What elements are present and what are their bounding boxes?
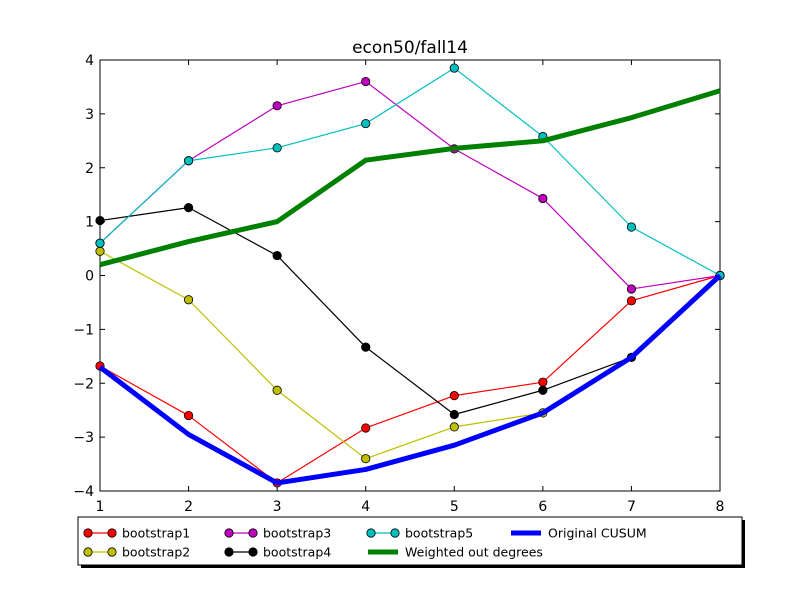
legend-marker	[366, 528, 376, 538]
series-line	[99, 80, 721, 290]
y-tick-label: 3	[85, 107, 94, 123]
x-tick-label: 4	[361, 499, 370, 515]
y-tick-label: 1	[85, 215, 94, 231]
legend-marker	[248, 547, 258, 557]
series-line	[98, 273, 722, 486]
series-layer	[95, 63, 725, 488]
legend-item: Weighted out degrees	[368, 545, 543, 560]
axis-ticks: 1 2 3 4 5 6 7 8 4 3 2 1 0 −1 −2 −3 −4	[73, 53, 724, 515]
plot-area: 1 2 3 4 5 6 7 8 4 3 2 1 0 −1 −2 −3 −4	[73, 53, 725, 515]
data-point	[361, 118, 371, 129]
data-point	[183, 410, 194, 421]
data-point	[626, 296, 637, 306]
data-point	[361, 423, 371, 433]
data-point	[449, 409, 459, 420]
legend-item: Original CUSUM	[511, 526, 647, 541]
x-tick-label: 5	[450, 499, 459, 515]
data-point	[272, 101, 282, 111]
legend-label: bootstrap3	[263, 526, 331, 541]
x-tick-label: 7	[627, 499, 636, 515]
legend-marker	[248, 528, 258, 538]
series-line	[99, 88, 721, 268]
y-tick-label: −3	[73, 430, 94, 446]
x-tick-label: 3	[273, 499, 282, 515]
data-point	[183, 156, 194, 166]
y-tick-label: −4	[73, 484, 94, 500]
data-point	[361, 342, 371, 352]
data-point	[272, 143, 282, 153]
x-tick-label: 1	[96, 499, 105, 515]
legend-box	[77, 516, 743, 566]
x-tick-label: 6	[538, 499, 547, 515]
legend-label: bootstrap2	[122, 545, 190, 560]
legend-item: bootstrap5	[366, 526, 473, 541]
legend-label: bootstrap5	[405, 526, 473, 541]
data-point	[626, 284, 637, 294]
series-bootstrap5	[95, 63, 725, 281]
data-point	[538, 385, 548, 395]
data-point	[95, 215, 105, 226]
data-point	[538, 377, 548, 387]
plot-frame	[99, 59, 721, 492]
data-point	[95, 246, 105, 256]
legend-marker	[224, 528, 234, 538]
data-point	[449, 422, 459, 432]
data-point	[538, 193, 548, 204]
legend-marker	[107, 547, 117, 557]
legend-item: bootstrap1	[83, 526, 190, 541]
legend-marker	[390, 528, 400, 538]
series-line	[99, 67, 721, 277]
data-point	[183, 295, 194, 305]
y-tick-label: 4	[85, 53, 94, 69]
data-point	[272, 250, 282, 261]
series-line	[99, 274, 721, 484]
data-point	[183, 203, 194, 213]
x-tick-label: 2	[184, 499, 193, 515]
y-tick-label: 2	[85, 161, 94, 177]
data-point	[449, 63, 459, 73]
legend-marker	[83, 528, 93, 538]
legend-label: Original CUSUM	[548, 526, 647, 541]
series-original-cusum	[98, 273, 722, 486]
data-point	[361, 454, 371, 464]
data-point	[95, 238, 105, 248]
legend-item: bootstrap3	[224, 526, 331, 541]
legend-item: bootstrap2	[83, 545, 190, 560]
legend-item: bootstrap4	[224, 545, 331, 560]
legend-label: bootstrap4	[263, 545, 331, 560]
series-bootstrap2	[95, 246, 548, 464]
legend-marker	[83, 547, 93, 557]
data-point	[361, 76, 371, 87]
y-tick-label: −1	[73, 322, 94, 338]
legend-marker	[107, 528, 117, 538]
series-weighted-out-degrees	[99, 88, 721, 268]
y-tick-label: 0	[85, 269, 94, 285]
legend-items: bootstrap1 bootstrap2 bootstrap3 bootstrap4…	[83, 526, 647, 560]
legend-marker	[224, 547, 234, 557]
series-line	[99, 250, 543, 460]
series-line	[99, 207, 721, 416]
x-tick-label: 8	[716, 499, 725, 515]
data-point	[449, 391, 459, 401]
legend: bootstrap1 bootstrap2 bootstrap3 bootstrap4…	[77, 516, 745, 568]
y-tick-label: −2	[73, 376, 94, 392]
legend-label: Weighted out degrees	[405, 545, 543, 560]
chart-title: econ50/fall14	[352, 38, 468, 58]
data-point	[626, 222, 637, 232]
legend-label: bootstrap1	[122, 526, 190, 541]
data-point	[272, 385, 282, 395]
